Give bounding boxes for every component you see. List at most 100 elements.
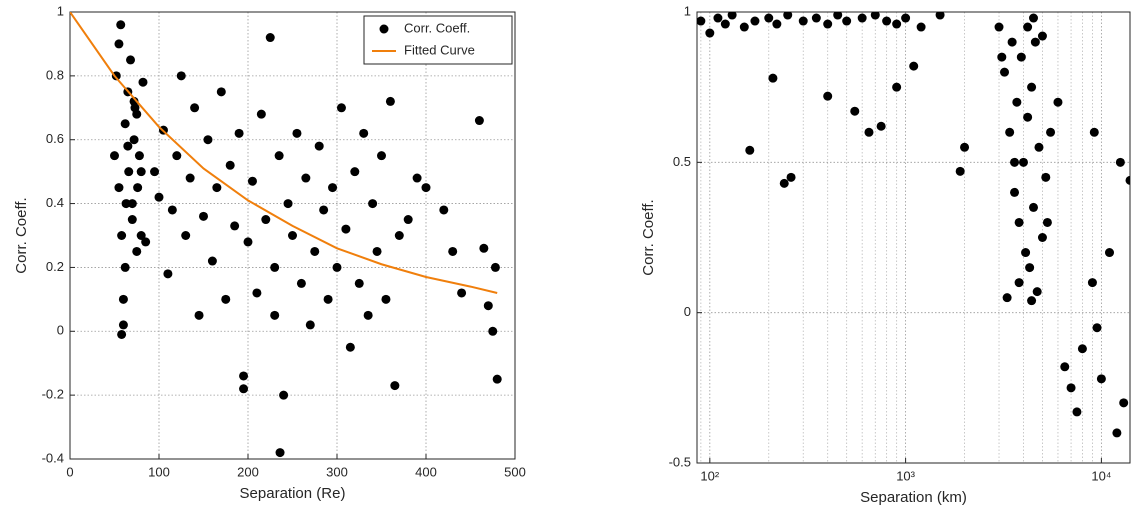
x-tick-label: 10² [700, 468, 719, 483]
x-axis-label: Separation (Re) [240, 485, 346, 502]
scatter-point [123, 141, 133, 151]
scatter-point [403, 215, 413, 225]
scatter-point [892, 19, 902, 29]
scatter-point [1046, 127, 1056, 137]
y-tick-label: 1 [684, 3, 691, 18]
scatter-point [842, 16, 852, 26]
scatter-point [363, 310, 373, 320]
scatter-point [134, 151, 144, 161]
scatter-point [270, 262, 280, 272]
scatter-point [354, 278, 364, 288]
axes-frame [696, 11, 1131, 464]
scatter-point [681, 20, 690, 29]
scatter-point [385, 96, 395, 106]
scatter-point [121, 199, 131, 209]
legend-label: Corr. Coeff. [404, 20, 470, 35]
scatter-point [239, 384, 249, 394]
scatter-point [323, 294, 333, 304]
scatter-point [935, 12, 945, 20]
scatter-point [129, 96, 139, 106]
scatter-point [823, 19, 833, 29]
y-tick-label: -0.2 [42, 387, 64, 402]
scatter-point [1087, 278, 1097, 288]
scatter-point [457, 288, 467, 298]
scatter-point [368, 199, 378, 209]
scatter-point [283, 199, 293, 209]
scatter-point [1010, 157, 1020, 167]
scatter-point [126, 55, 136, 65]
scatter-point [270, 310, 280, 320]
scatter-point [1025, 263, 1035, 273]
x-tick-label: 0 [66, 464, 73, 479]
scatter-point [474, 116, 484, 126]
scatter-point [203, 135, 213, 145]
x-tick-label: 200 [237, 464, 259, 479]
scatter-point [1112, 428, 1122, 438]
x-tick-label: 400 [415, 464, 437, 479]
plot-area [681, 12, 1130, 438]
scatter-point [150, 167, 160, 177]
scatter-point [1077, 344, 1087, 354]
scatter-point [120, 262, 130, 272]
scatter-point [350, 167, 360, 177]
scatter-point [768, 73, 778, 83]
y-tick-label: 0.4 [46, 195, 64, 210]
plot-area [70, 12, 502, 458]
scatter-point [275, 448, 285, 458]
scatter-point [1066, 383, 1076, 393]
scatter-point [955, 166, 965, 176]
x-tick-label: 10³ [896, 468, 915, 483]
scatter-point [1014, 217, 1024, 227]
scatter-point [296, 278, 306, 288]
scatter-point [301, 173, 311, 183]
scatter-point [212, 183, 222, 193]
y-axis-label: Corr. Coeff. [13, 197, 30, 273]
scatter-point [279, 390, 289, 400]
scatter-point [243, 237, 253, 247]
scatter-point [764, 13, 774, 23]
scatter-point [1028, 202, 1038, 212]
scatter-point [110, 151, 119, 161]
scatter-point [116, 20, 126, 30]
scatter-point [377, 151, 386, 161]
scatter-point [1023, 112, 1033, 122]
scatter-point [132, 109, 142, 119]
scatter-point [1034, 142, 1044, 152]
scatter-point [305, 320, 315, 330]
x-axis-label: Separation (km) [860, 489, 967, 506]
scatter-point [185, 173, 195, 183]
scatter-point [194, 310, 204, 320]
scatter-point [1037, 233, 1047, 242]
scatter-point [381, 294, 391, 304]
scatter-point [239, 371, 249, 381]
scatter-point [1016, 52, 1026, 62]
scatter-point [994, 22, 1004, 32]
scatter-point [901, 13, 911, 23]
scatter-point [124, 167, 134, 177]
scatter-point [882, 16, 892, 26]
scatter-point [1021, 248, 1031, 258]
scatter-point [154, 192, 164, 202]
legend-swatch [379, 24, 389, 34]
scatter-point [167, 205, 177, 215]
scatter-point [261, 215, 271, 225]
scatter-point [870, 12, 880, 20]
scatter-point [247, 176, 257, 186]
scatter-point [1012, 97, 1022, 107]
scatter-point [132, 246, 142, 256]
axes-frame [69, 11, 516, 460]
scatter-point [1037, 31, 1047, 41]
x-tick-label: 300 [326, 464, 348, 479]
scatter-point [138, 77, 148, 87]
scatter-point [783, 12, 793, 20]
scatter-point [114, 183, 124, 193]
scatter-point [960, 142, 970, 152]
scatter-point [394, 231, 404, 240]
x-tick-label: 10⁴ [1091, 468, 1111, 483]
scatter-point [319, 205, 329, 215]
scatter-point [1028, 13, 1038, 23]
scatter-point [739, 22, 749, 32]
scatter-point [864, 127, 874, 137]
scatter-point [823, 91, 833, 101]
scatter-point [118, 294, 128, 304]
